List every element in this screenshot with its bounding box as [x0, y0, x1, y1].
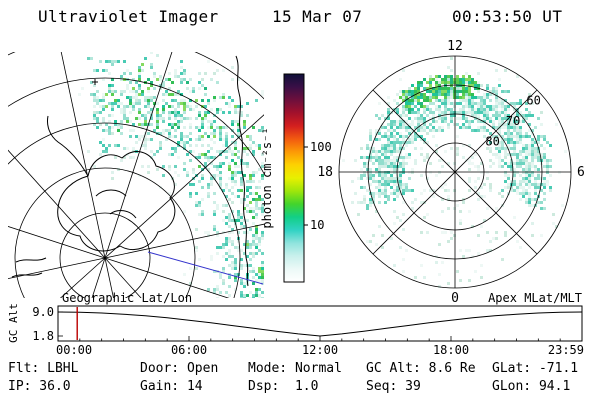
longitude-spoke: [8, 149, 106, 259]
strip-xtick-1800: 18:00: [433, 343, 469, 357]
colorbar-gradient: [283, 73, 305, 283]
strip-xtick-1200: 12:00: [302, 343, 338, 357]
colorbar-tick-label: 100: [310, 140, 332, 154]
longitude-spoke: [104, 257, 142, 298]
status-ip: IP: 36.0: [8, 379, 71, 394]
mlt-label-12: 12: [447, 39, 463, 54]
geographic-polar-plot: [0, 0, 375, 400]
coastline-right: [235, 55, 249, 287]
status-gcalt: GC Alt: 8.6 Re: [366, 361, 476, 376]
orbit-track-line: [147, 251, 264, 285]
status-glon: GLon: 94.1: [492, 379, 571, 394]
strip-y-axis-label: GC Alt: [7, 303, 20, 343]
latitude-ring: [8, 77, 264, 175]
mlt-label-6: 6: [577, 165, 585, 180]
star-marker: [92, 79, 98, 85]
mlt-spoke: [372, 89, 538, 255]
latitude-ring: [0, 0, 375, 400]
longitude-spoke: [60, 52, 106, 259]
apex-grid: [338, 55, 572, 289]
time-label: 00:53:50 UT: [452, 7, 563, 26]
longitude-spoke: [8, 257, 106, 280]
mlat-ring-label-80: 80: [485, 135, 499, 149]
status-flt: Flt: LBHL: [8, 361, 79, 376]
longitude-spoke: [8, 226, 106, 259]
strip-xtick-2359: 23:59: [548, 343, 584, 357]
mlat-ring-label-70: 70: [506, 114, 520, 128]
status-seq: Seq: 39: [366, 379, 421, 394]
strip-xtick-0600: 06:00: [171, 343, 207, 357]
status-mode: Mode: Normal: [248, 361, 342, 376]
longitude-spoke: [104, 114, 264, 259]
gc-alt-curve: [57, 311, 583, 337]
mlt-label-0: 0: [451, 291, 459, 306]
right-plot-caption: Apex MLat/MLT: [488, 291, 582, 305]
latitude-ring: [14, 167, 196, 298]
coastline-peninsula: [47, 115, 89, 177]
coastline-path: [57, 151, 176, 252]
mlt-label-18: 18: [317, 165, 333, 180]
left-plot-caption: Geographic Lat/Lon: [62, 291, 192, 305]
strip-xtick-0000: 00:00: [56, 343, 92, 357]
coastline-detail: [95, 189, 137, 219]
status-gain: Gain: 14: [140, 379, 203, 394]
status-door: Door: Open: [140, 361, 219, 376]
colorbar: 100 10: [283, 73, 332, 283]
coastline-bottom-left: [11, 257, 47, 278]
latitude-ring: [59, 212, 151, 298]
gc-alt-strip-chart: [57, 305, 583, 342]
longitude-spoke: [104, 52, 173, 259]
colorbar-tick-label: 10: [310, 218, 324, 232]
status-glat: GLat: -71.1: [492, 361, 579, 376]
longitude-spoke: [104, 223, 264, 259]
app-title: Ultraviolet Imager: [38, 7, 219, 26]
mlat-ring-label-60: 60: [526, 94, 540, 108]
geo-grid: [0, 0, 375, 400]
status-dsp: Dsp: 1.0: [248, 379, 319, 394]
longitude-spoke: [104, 257, 230, 298]
latitude-ring: [8, 122, 241, 298]
longitude-spoke: [59, 257, 106, 298]
coastline-overlay: [11, 55, 264, 287]
strip-ytick-9: 9.0: [32, 305, 54, 319]
strip-ytick-1.8: 1.8: [32, 329, 54, 343]
date-label: 15 Mar 07: [272, 7, 363, 26]
colorbar-unit-label: photon cm⁻²s⁻¹: [260, 127, 274, 228]
